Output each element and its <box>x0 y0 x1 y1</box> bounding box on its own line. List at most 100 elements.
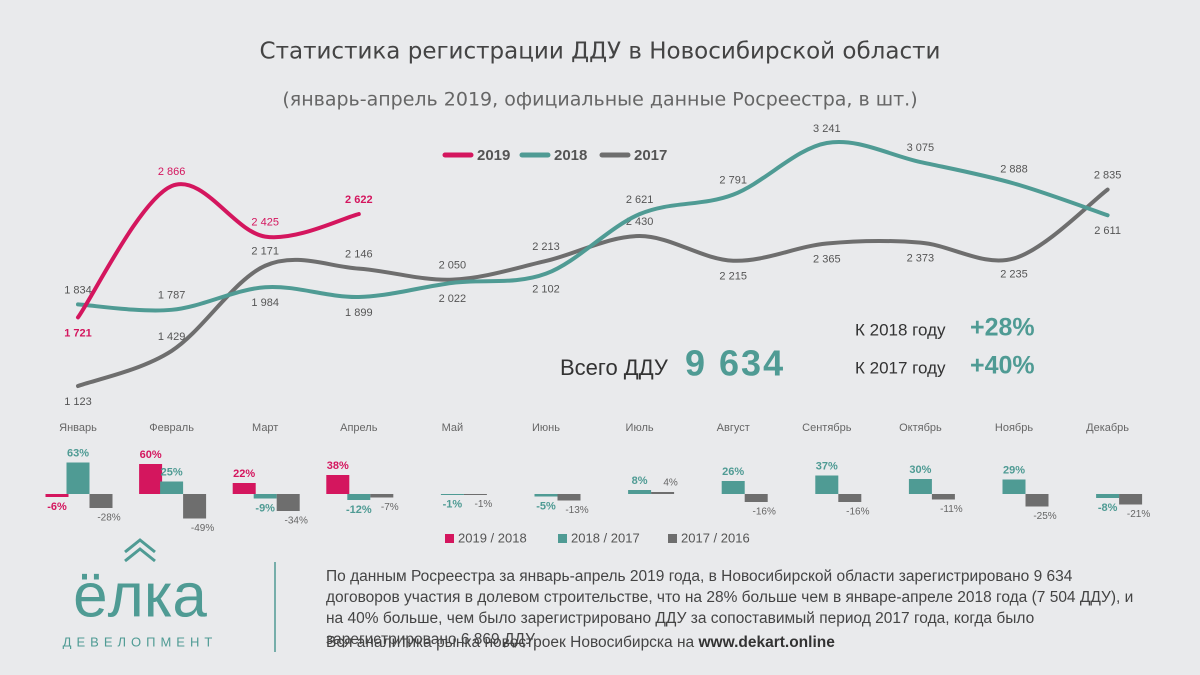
data-label: 2 146 <box>345 249 373 261</box>
x-tick-label: Август <box>717 422 750 434</box>
footer-link[interactable]: www.dekart.online <box>698 634 835 651</box>
x-tick-label: Июнь <box>532 422 560 434</box>
legend-label: 2019 / 2018 <box>458 530 527 545</box>
data-label: 1 123 <box>64 396 92 408</box>
data-label: 2 215 <box>719 271 747 283</box>
data-label: 1 834 <box>64 284 92 296</box>
legend-swatch <box>668 534 677 543</box>
bar <box>908 479 932 494</box>
bar <box>1002 479 1026 494</box>
x-tick-label: Май <box>442 422 464 434</box>
data-label: 1 721 <box>64 327 92 339</box>
data-label: 60% <box>140 449 162 461</box>
data-label: 2 373 <box>907 252 935 264</box>
footer-link-line: Вся аналитика рынка новостроек Новосибир… <box>326 634 835 652</box>
bar <box>744 494 768 502</box>
data-label: -13% <box>565 505 588 516</box>
data-label: 2 611 <box>1094 225 1121 237</box>
x-tick-label: Март <box>252 422 278 434</box>
data-label: 63% <box>67 447 89 459</box>
data-label: 29% <box>1003 464 1025 476</box>
data-label: 2 622 <box>345 194 373 206</box>
data-label: 2 235 <box>1000 268 1028 280</box>
data-label: 1 899 <box>345 307 373 319</box>
bar <box>326 475 350 494</box>
bar <box>66 462 90 494</box>
bar <box>557 494 581 501</box>
data-label: 2 621 <box>626 194 654 206</box>
bar <box>931 494 955 500</box>
bar <box>347 494 371 500</box>
data-label: -6% <box>47 501 67 513</box>
data-label: 2 866 <box>158 166 186 178</box>
bar <box>45 494 69 497</box>
bar <box>1119 494 1143 505</box>
data-label: 2 365 <box>813 253 841 265</box>
legend-label: 2017 / 2016 <box>681 530 750 545</box>
data-label: -11% <box>940 504 963 515</box>
x-tick-label: Сентябрь <box>802 422 852 434</box>
data-label: 25% <box>161 466 183 478</box>
x-tick-label: Декабрь <box>1086 422 1129 434</box>
logo-icon <box>124 538 156 563</box>
data-label: -28% <box>97 513 120 524</box>
data-label: 1 429 <box>158 331 186 343</box>
data-label: -7% <box>381 502 399 513</box>
total-label: Всего ДДУ <box>560 355 669 380</box>
legend-swatch <box>558 534 567 543</box>
chart-subtitle: (январь-апрель 2019, официальные данные … <box>282 89 917 111</box>
data-label: 2 888 <box>1000 163 1028 175</box>
data-label: 26% <box>722 466 744 478</box>
data-label: 38% <box>327 460 349 472</box>
data-label: 37% <box>816 460 838 472</box>
bar <box>89 494 113 508</box>
logo-tagline: ДЕВЕЛОПМЕНТ <box>63 634 218 649</box>
footer-text: По данным Росреестра за январь-апрель 20… <box>326 568 1134 648</box>
bar <box>440 494 464 495</box>
legend-swatch <box>445 534 454 543</box>
data-label: 8% <box>632 475 648 487</box>
data-label: 2 791 <box>719 175 747 187</box>
comparison-value: +28% <box>970 314 1035 342</box>
data-label: 2 171 <box>251 246 279 258</box>
bar <box>253 494 277 499</box>
data-label: -49% <box>191 523 214 534</box>
bar <box>463 494 487 495</box>
data-label: -34% <box>285 516 308 527</box>
data-label: 2 425 <box>251 217 279 229</box>
legend-label: 2018 / 2017 <box>571 530 640 545</box>
x-tick-label: Ноябрь <box>995 422 1033 434</box>
bar <box>534 494 558 497</box>
data-label: 22% <box>233 468 255 480</box>
data-label: 2 102 <box>532 284 560 296</box>
legend-label: 2019 <box>477 147 510 164</box>
chart-title: Статистика регистрации ДДУ в Новосибирск… <box>260 39 941 65</box>
data-label: 2 835 <box>1094 169 1122 181</box>
data-label: 3 075 <box>907 142 935 154</box>
legend-label: 2018 <box>554 147 587 164</box>
data-label: -16% <box>846 507 869 518</box>
series-line <box>76 182 361 320</box>
comparison-label: К 2018 году <box>855 320 946 339</box>
x-tick-label: Февраль <box>149 422 194 434</box>
data-label: 4% <box>663 478 678 489</box>
bar <box>160 481 184 494</box>
bar <box>276 494 300 511</box>
data-label: 30% <box>909 464 931 476</box>
data-label: -12% <box>346 504 372 516</box>
bar <box>1025 494 1049 507</box>
data-label: 1 984 <box>251 297 279 309</box>
data-label: -16% <box>753 507 776 518</box>
legend-label: 2017 <box>634 147 667 164</box>
data-label: 1 787 <box>158 290 186 302</box>
data-label: 2 022 <box>439 293 467 305</box>
data-label: -1% <box>443 498 463 510</box>
series-line <box>76 140 1110 313</box>
logo-name: ёлка <box>73 561 207 630</box>
data-label: -5% <box>536 500 556 512</box>
data-label: -9% <box>255 502 275 514</box>
data-label: -21% <box>1127 509 1150 520</box>
comparison-label: К 2017 году <box>855 358 946 377</box>
x-tick-label: Апрель <box>340 422 378 434</box>
